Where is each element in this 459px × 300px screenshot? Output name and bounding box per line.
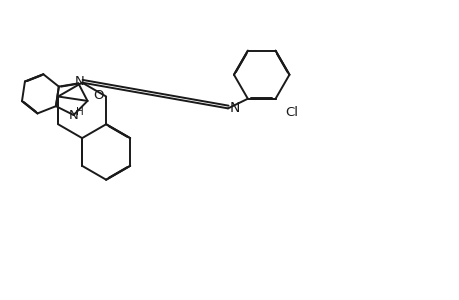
Text: N: N <box>229 101 240 116</box>
Text: N: N <box>69 110 78 122</box>
Text: N: N <box>74 75 84 88</box>
Text: O: O <box>93 89 103 102</box>
Text: H: H <box>76 107 84 117</box>
Text: Cl: Cl <box>285 106 298 119</box>
